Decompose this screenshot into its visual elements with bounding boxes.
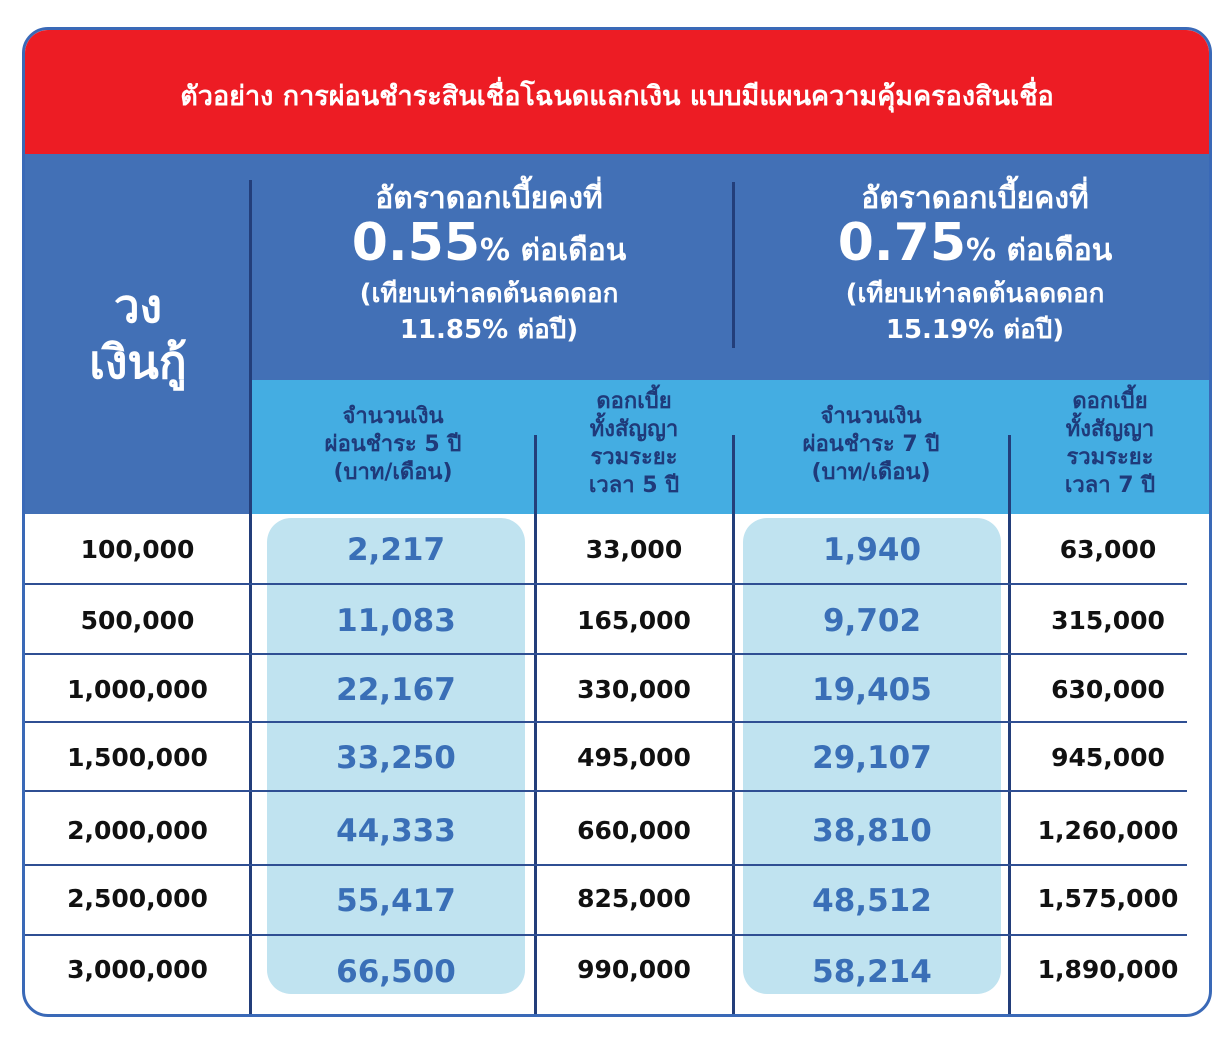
- plan-2-payment-cell: 38,810: [812, 813, 932, 849]
- plan-2-payment-cell: 48,512: [812, 883, 932, 919]
- plan-1-interest-header-line-4: เวลา 5 ปี: [588, 473, 680, 498]
- plan-1-interest-header-line-3: รวมระยะ: [590, 445, 678, 470]
- plan-2-rate: 0.75% ต่อเดือน: [755, 217, 1195, 276]
- row-divider: [25, 790, 1187, 792]
- row-divider: [25, 653, 1187, 655]
- plan-1-interest-cell: 33,000: [585, 535, 683, 564]
- plan-1-equiv-line-2: 11.85% ต่อปี): [399, 315, 579, 345]
- plan-2-rate-value: 0.75: [837, 213, 967, 273]
- plan-2-payment-cell: 19,405: [812, 672, 932, 708]
- plan-1-interest-header-line-1: ดอกเบี้ย: [596, 389, 672, 414]
- plan-2-payment-header-line-2: ผ่อนชำระ 7 ปี: [802, 432, 940, 457]
- plan-1-payment-cell: 33,250: [336, 740, 456, 776]
- plan-2-interest-header-line-2: ทั้งสัญญา: [1065, 417, 1155, 442]
- row-divider: [25, 721, 1187, 723]
- plan-1-payment-cell: 11,083: [336, 603, 456, 639]
- plan-2-label: อัตราดอกเบี้ยคงที่: [861, 181, 1089, 216]
- plan-2-rate-header: อัตราดอกเบี้ยคงที่ 0.75% ต่อเดือน (เทียบ…: [755, 180, 1195, 348]
- plan-2-interest-header: ดอกเบี้ย ทั้งสัญญา รวมระยะ เวลา 7 ปี: [1015, 388, 1205, 500]
- plan-1-interest-cell: 825,000: [577, 884, 691, 913]
- plan-1-payment-cell: 2,217: [346, 532, 446, 568]
- body-divider-2: [534, 514, 537, 1014]
- plan-1-interest-header-line-2: ทั้งสัญญา: [589, 417, 679, 442]
- plan-2-payment-header-line-3: (บาท/เดือน): [811, 460, 931, 485]
- loan-amount-cell: 1,000,000: [67, 675, 208, 704]
- plan-1-interest-cell: 165,000: [577, 606, 691, 635]
- table-title: ตัวอย่าง การผ่อนชำระสินเชื่อโฉนดแลกเงิน …: [25, 30, 1209, 154]
- plan-2-interest-header-line-1: ดอกเบี้ย: [1072, 389, 1148, 414]
- plan-2-interest-cell: 945,000: [1051, 743, 1165, 772]
- row-divider: [25, 934, 1187, 936]
- plan-1-rate: 0.55% ต่อเดือน: [269, 217, 709, 276]
- plan-2-equiv-line-2: 15.19% ต่อปี): [885, 315, 1065, 345]
- plan-2-equiv-line-1: (เทียบเท่าลดต้นลดดอก: [845, 279, 1105, 309]
- loan-amount-cell: 500,000: [80, 606, 195, 635]
- loan-amount-header: วง เงินกู้: [25, 154, 251, 514]
- subheader-divider-3: [1008, 435, 1011, 514]
- plan-2-payment-cell: 29,107: [812, 740, 932, 776]
- plan-1-payment-cell: 22,167: [336, 672, 456, 708]
- header-divider-mid: [732, 182, 735, 348]
- plan-1-equiv-line-1: (เทียบเท่าลดต้นลดดอก: [359, 279, 619, 309]
- plan-1-payment-header-line-2: ผ่อนชำระ 5 ปี: [324, 432, 462, 457]
- loan-header-line-2: เงินกู้: [89, 335, 187, 389]
- plan-1-payment-header: จำนวนเงิน ผ่อนชำระ 5 ปี (บาท/เดือน): [265, 403, 521, 487]
- plan-1-rate-unit: % ต่อเดือน: [480, 233, 627, 268]
- plan-2-rate-unit: % ต่อเดือน: [966, 233, 1113, 268]
- plan-2-interest-header-line-4: เวลา 7 ปี: [1064, 473, 1156, 498]
- plan-2-payment-cell: 1,940: [822, 532, 922, 568]
- plan-1-interest-cell: 330,000: [577, 675, 691, 704]
- plan-2-payment-column-highlight: [743, 518, 1001, 994]
- plan-2-payment-cell: 9,702: [822, 603, 922, 639]
- plan-1-payment-header-line-3: (บาท/เดือน): [333, 460, 453, 485]
- loan-header-line-1: วง: [113, 279, 163, 333]
- row-divider: [25, 864, 1187, 866]
- plan-1-payment-header-line-1: จำนวนเงิน: [342, 404, 444, 429]
- loan-amount-cell: 1,500,000: [67, 743, 208, 772]
- loan-amount-cell: 100,000: [80, 535, 195, 564]
- plan-2-interest-cell: 1,260,000: [1037, 816, 1179, 845]
- plan-2-interest-cell: 315,000: [1051, 606, 1165, 635]
- plan-2-payment-cell: 58,214: [812, 954, 932, 990]
- plan-1-rate-value: 0.55: [351, 213, 481, 273]
- plan-2-interest-cell: 1,890,000: [1037, 955, 1179, 984]
- plan-2-interest-cell: 1,575,000: [1037, 884, 1179, 913]
- plan-2-interest-cell: 63,000: [1059, 535, 1157, 564]
- plan-1-payment-cell: 66,500: [336, 954, 456, 990]
- plan-2-payment-header: จำนวนเงิน ผ่อนชำระ 7 ปี (บาท/เดือน): [741, 403, 1001, 487]
- loan-amount-cell: 2,500,000: [67, 884, 208, 913]
- plan-1-payment-cell: 55,417: [336, 883, 456, 919]
- subheader-band: [252, 380, 1209, 514]
- plan-2-interest-cell: 630,000: [1051, 675, 1165, 704]
- plan-1-interest-cell: 660,000: [577, 816, 691, 845]
- body-divider-4: [1008, 514, 1011, 1014]
- plan-1-payment-column-highlight: [267, 518, 525, 994]
- body-divider-3: [732, 514, 735, 1014]
- row-divider: [25, 583, 1187, 585]
- subheader-divider-1: [534, 435, 537, 514]
- loan-table-card: ตัวอย่าง การผ่อนชำระสินเชื่อโฉนดแลกเงิน …: [22, 27, 1212, 1017]
- plan-1-payment-cell: 44,333: [336, 813, 456, 849]
- header-divider-left: [249, 180, 252, 514]
- subheader-divider-2: [732, 435, 735, 514]
- body-divider-1: [249, 514, 252, 1014]
- plan-1-interest-cell: 990,000: [577, 955, 691, 984]
- plan-2-payment-header-line-1: จำนวนเงิน: [820, 404, 922, 429]
- plan-1-label: อัตราดอกเบี้ยคงที่: [375, 181, 603, 216]
- plan-1-interest-cell: 495,000: [577, 743, 691, 772]
- loan-amount-cell: 3,000,000: [67, 955, 208, 984]
- plan-1-rate-header: อัตราดอกเบี้ยคงที่ 0.55% ต่อเดือน (เทียบ…: [269, 180, 709, 348]
- plan-1-interest-header: ดอกเบี้ย ทั้งสัญญา รวมระยะ เวลา 5 ปี: [539, 388, 729, 500]
- loan-amount-cell: 2,000,000: [67, 816, 208, 845]
- plan-2-interest-header-line-3: รวมระยะ: [1066, 445, 1154, 470]
